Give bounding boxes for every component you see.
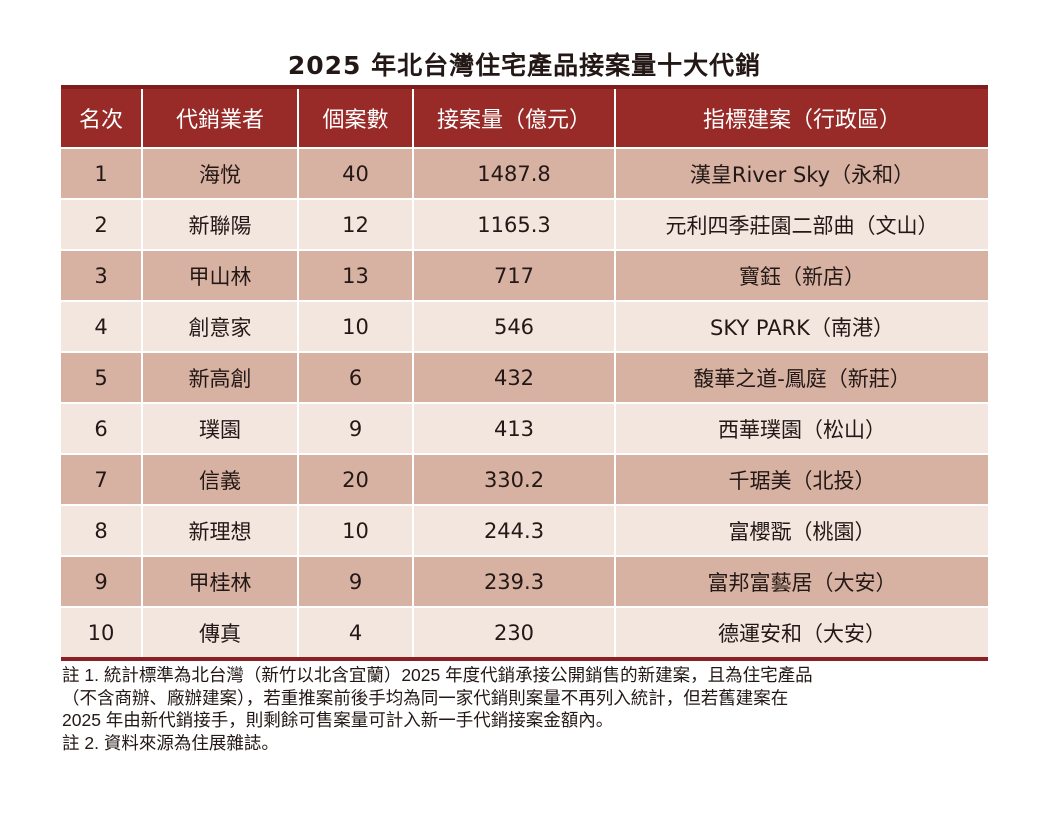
table-cell: 1 xyxy=(61,147,143,199)
column-header: 代銷業者 xyxy=(141,87,299,148)
table-row: 5 新高創 6 432 馥華之道-鳳庭（新莊） xyxy=(61,351,988,403)
table-cell: 富櫻翫（桃園） xyxy=(614,504,988,556)
table-cell: 20 xyxy=(297,453,414,505)
table-cell: 330.2 xyxy=(412,453,616,505)
page-title: 2025 年北台灣住宅產品接案量十大代銷 xyxy=(287,51,762,80)
table-cell: 創意家 xyxy=(141,300,299,352)
footnotes: 註 1. 統計標準為北台灣（新竹以北含宜蘭）2025 年度代銷承接公開銷售的新建… xyxy=(62,664,997,754)
footnote-line: 註 1. 統計標準為北台灣（新竹以北含宜蘭）2025 年度代銷承接公開銷售的新建… xyxy=(62,665,813,685)
table-cell: 1165.3 xyxy=(412,198,616,250)
table-row: 6 璞園 9 413 西華璞園（松山） xyxy=(61,402,988,454)
table-row: 8 新理想 10 244.3 富櫻翫（桃園） xyxy=(61,504,988,556)
table-row: 9 甲桂林 9 239.3 富邦富藝居（大安） xyxy=(61,555,988,607)
table-cell: 413 xyxy=(412,402,616,454)
table-cell: 新理想 xyxy=(141,504,299,556)
table-cell: 546 xyxy=(412,300,616,352)
footnote-line: 註 2. 資料來源為住展雜誌。 xyxy=(62,732,279,753)
table-row: 10 傳真 4 230 德運安和（大安） xyxy=(61,606,988,659)
table-cell: 6 xyxy=(297,351,414,403)
table-cell: 4 xyxy=(61,300,143,352)
table-cell: 馥華之道-鳳庭（新莊） xyxy=(614,351,988,403)
table-cell: 7 xyxy=(61,453,143,505)
table-cell: 432 xyxy=(412,351,616,403)
column-header: 指標建案（行政區） xyxy=(614,87,988,148)
table-cell: 元利四季莊園二部曲（文山） xyxy=(614,198,988,250)
table-cell: 9 xyxy=(297,555,414,607)
table-cell: 2 xyxy=(61,198,143,250)
table-cell: 甲桂林 xyxy=(141,555,299,607)
table-cell: 239.3 xyxy=(412,555,616,607)
column-header: 名次 xyxy=(61,87,143,148)
table-cell: 10 xyxy=(61,606,143,659)
table-cell: 12 xyxy=(297,198,414,250)
table-cell: 寶鈺（新店） xyxy=(614,249,988,301)
table-cell: 3 xyxy=(61,249,143,301)
table-cell: 4 xyxy=(297,606,414,659)
table-cell: 甲山林 xyxy=(141,249,299,301)
table-cell: SKY PARK（南港） xyxy=(614,300,988,352)
table-cell: 10 xyxy=(297,504,414,556)
table-cell: 信義 xyxy=(141,453,299,505)
table-row: 3 甲山林 13 717 寶鈺（新店） xyxy=(61,249,988,301)
table-cell: 244.3 xyxy=(412,504,616,556)
table-row: 7 信義 20 330.2 千琚美（北投） xyxy=(61,453,988,505)
table-cell: 10 xyxy=(297,300,414,352)
table-cell: 傳真 xyxy=(141,606,299,659)
column-header: 接案量（億元） xyxy=(412,87,616,148)
table-cell: 6 xyxy=(61,402,143,454)
column-header: 個案數 xyxy=(297,87,414,148)
table-cell: 德運安和（大安） xyxy=(614,606,988,659)
footnote-line: 2025 年由新代銷接手，則剩餘可售案量可計入新一手代銷接案金額內。 xyxy=(62,710,614,730)
table-row: 1 海悅 40 1487.8 漢皇River Sky（永和） xyxy=(61,147,988,199)
table-cell: 5 xyxy=(61,351,143,403)
table-cell: 富邦富藝居（大安） xyxy=(614,555,988,607)
table-cell: 8 xyxy=(61,504,143,556)
table-cell: 230 xyxy=(412,606,616,659)
table-cell: 717 xyxy=(412,249,616,301)
table-cell: 9 xyxy=(297,402,414,454)
table-cell: 新聯陽 xyxy=(141,198,299,250)
table-cell: 海悅 xyxy=(141,147,299,199)
table-cell: 西華璞園（松山） xyxy=(614,402,988,454)
table-cell: 千琚美（北投） xyxy=(614,453,988,505)
table-cell: 漢皇River Sky（永和） xyxy=(614,147,988,199)
table-cell: 1487.8 xyxy=(412,147,616,199)
table-row: 4 創意家 10 546 SKY PARK（南港） xyxy=(61,300,988,352)
table-row: 2 新聯陽 12 1165.3 元利四季莊園二部曲（文山） xyxy=(61,198,988,250)
table-cell: 新高創 xyxy=(141,351,299,403)
footnote-line: （不含商辦、廠辦建案），若重推案前後手均為同一家代銷則案量不再列入統計，但若舊建… xyxy=(62,687,789,708)
table-cell: 13 xyxy=(297,249,414,301)
ranking-table: 名次 代銷業者 個案數 接案量（億元） 指標建案（行政區） 1 海悅 40 1487.8 漢皇R… xyxy=(61,85,988,661)
table-cell: 璞園 xyxy=(141,402,299,454)
table-cell: 9 xyxy=(61,555,143,607)
table-header-row: 名次 代銷業者 個案數 接案量（億元） 指標建案（行政區） xyxy=(61,87,988,148)
table-cell: 40 xyxy=(297,147,414,199)
